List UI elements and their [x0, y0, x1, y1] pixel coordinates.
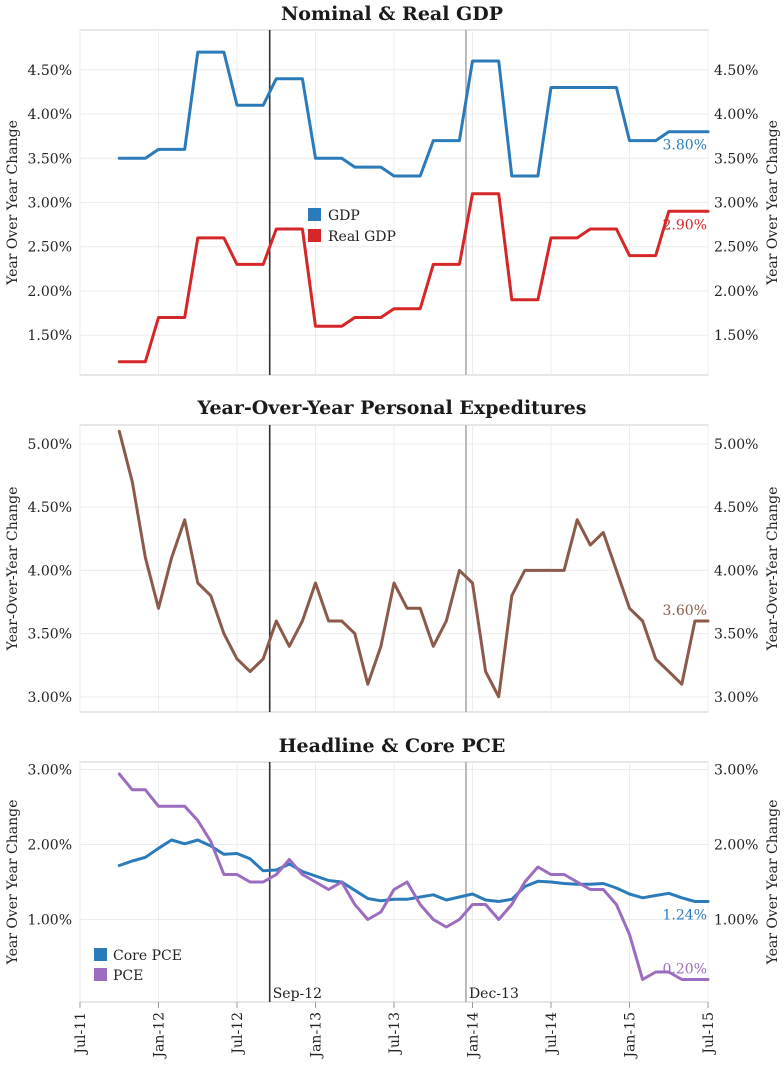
marker-label-1: Sep-12: [273, 986, 322, 1002]
panel1-ytick-left: 3.00%: [28, 196, 72, 212]
panel3-series-2-end-label: 0.20%: [663, 962, 707, 978]
panel1-ytick-right: 4.50%: [714, 63, 758, 79]
x-tick-label: Jul-11: [73, 1012, 89, 1056]
panel1-title: Nominal & Real GDP: [281, 3, 503, 25]
panel3-title: Headline & Core PCE: [279, 735, 506, 757]
panel1-ytick-right: 2.00%: [714, 284, 758, 300]
legend3-label-1: Core PCE: [113, 948, 182, 964]
panel1-ytick-right: 1.50%: [714, 328, 758, 344]
panel1-ytick-left: 4.00%: [28, 107, 72, 123]
x-tick-label: Jan-14: [466, 1012, 482, 1060]
legend-swatch-1: [308, 208, 321, 221]
panel2-ytick-right: 5.00%: [714, 437, 758, 453]
panel1-ylabel-left: Year Over Year Change: [5, 120, 21, 286]
panel3-ylabel-left: Year Over Year Change: [5, 800, 21, 966]
panel3-ytick-left: 1.00%: [28, 913, 72, 929]
x-tick-label: Jul-13: [387, 1012, 403, 1056]
marker-label-2: Dec-13: [469, 986, 519, 1002]
panel3-series-1-end-label: 1.24%: [663, 908, 707, 924]
panel1-ytick-right: 3.50%: [714, 151, 758, 167]
panel2-ytick-left: 3.50%: [28, 627, 72, 643]
x-tick-label: Jan-12: [152, 1012, 168, 1060]
panel1-ytick-left: 2.50%: [28, 240, 72, 256]
legend3-label-2: PCE: [113, 968, 143, 984]
panel1-ylabel-right: Year Over Year Change: [765, 120, 781, 286]
panel1-ytick-right: 4.00%: [714, 107, 758, 123]
legend-swatch-2: [308, 229, 321, 242]
panel1-series-line-2: [117, 192, 710, 364]
legend3-swatch-2: [94, 968, 107, 981]
panel2-ylabel-left: Year-Over-Year Change: [5, 487, 21, 652]
x-tick-label: Jul-15: [701, 1012, 717, 1056]
panel2-ytick-right: 3.50%: [714, 627, 758, 643]
panel3-series-line-1: [117, 838, 710, 903]
panel2-ytick-right: 4.00%: [714, 563, 758, 579]
legend-label-1: GDP: [328, 208, 360, 224]
panel2-ytick-left: 3.00%: [28, 690, 72, 706]
panel1-ytick-left: 4.50%: [28, 63, 72, 79]
panel1-ytick-left: 2.00%: [28, 284, 72, 300]
panel2-ylabel-right: Year-Over-Year Change: [765, 487, 781, 652]
panel1-ytick-right: 3.00%: [714, 196, 758, 212]
panel1-ytick-left: 3.50%: [28, 151, 72, 167]
panel2-ytick-left: 5.00%: [28, 437, 72, 453]
panel3-ytick-left: 3.00%: [28, 763, 72, 779]
panel3-ytick-right: 1.00%: [714, 913, 758, 929]
x-tick-label: Jul-12: [230, 1012, 246, 1056]
panel2-title: Year-Over-Year Personal Expeditures: [197, 397, 587, 419]
panel2-series-1-end-label: 3.60%: [663, 603, 707, 619]
panel3-ytick-right: 3.00%: [714, 763, 758, 779]
panel1-series-2-end-label: 2.90%: [663, 217, 707, 233]
legend-label-2: Real GDP: [328, 229, 396, 245]
panel3-ytick-left: 2.00%: [28, 838, 72, 854]
panel3-ytick-right: 2.00%: [714, 838, 758, 854]
panel2-ytick-right: 3.00%: [714, 690, 758, 706]
panel2-series-line-1: [117, 429, 710, 699]
x-tick-label: Jul-14: [544, 1012, 560, 1056]
panel2-ytick-left: 4.50%: [28, 500, 72, 516]
x-tick-label: Jan-13: [309, 1012, 325, 1060]
legend3-swatch-1: [94, 948, 107, 961]
panel2-ytick-right: 4.50%: [714, 500, 758, 516]
x-tick-label: Jan-15: [623, 1012, 639, 1060]
panel1-ytick-left: 1.50%: [28, 328, 72, 344]
panel1-series-1-end-label: 3.80%: [663, 138, 707, 154]
panel2-ytick-left: 4.00%: [28, 563, 72, 579]
panel1-ytick-right: 2.50%: [714, 240, 758, 256]
panel1-series-line-1: [117, 50, 710, 178]
panel3-series-line-2: [117, 772, 710, 981]
panel3-ylabel-right: Year Over Year Change: [765, 800, 781, 966]
